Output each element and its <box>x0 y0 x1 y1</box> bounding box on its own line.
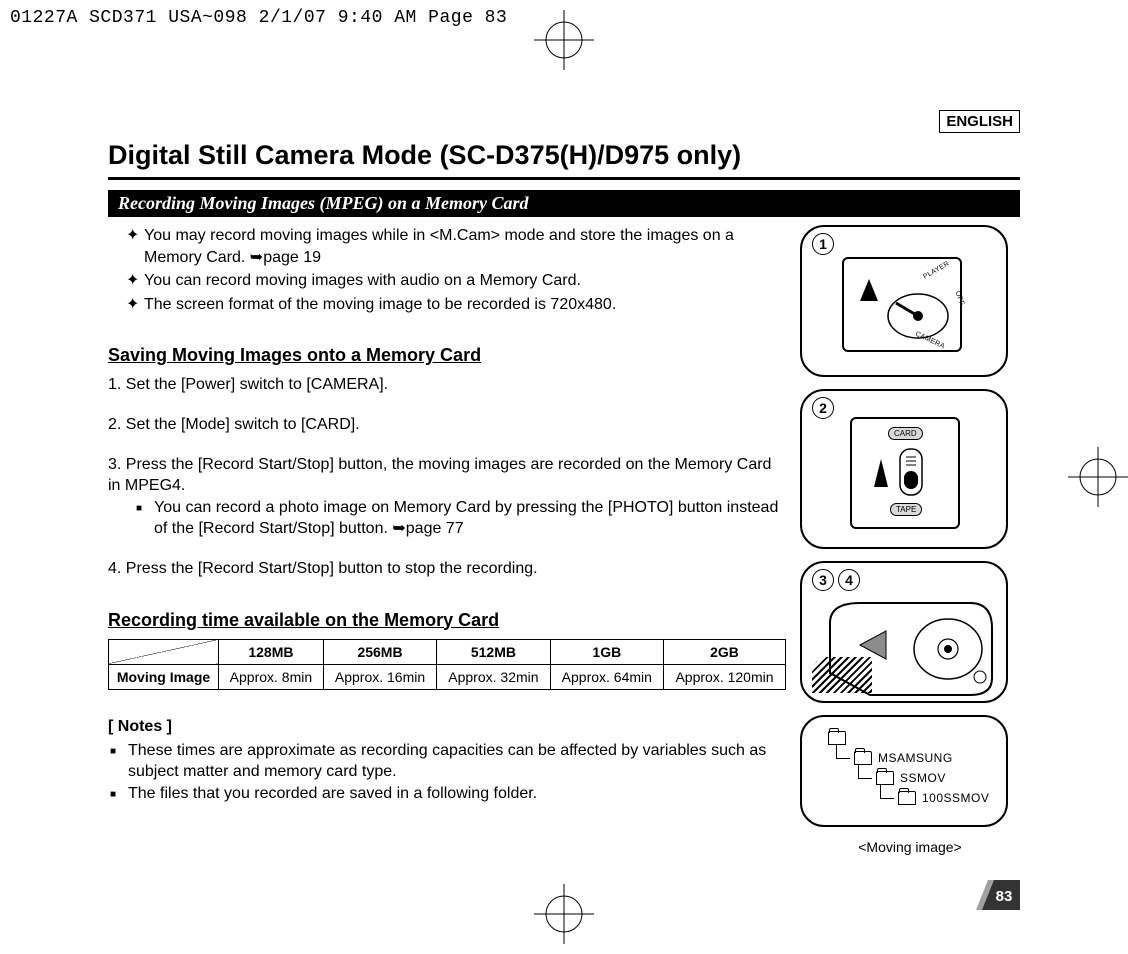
arrow-up-icon <box>860 279 878 301</box>
page-number-tab: 83 <box>976 880 1020 910</box>
notes-heading: [ Notes ] <box>108 718 786 736</box>
note-item: These times are approximate as recording… <box>108 740 786 783</box>
table-cell: Approx. 16min <box>323 664 436 689</box>
folder-label: 100SSMOV <box>922 791 989 805</box>
folder-icon <box>828 731 846 745</box>
step-3-sub: You can record a photo image on Memory C… <box>136 497 786 540</box>
table-cell: Approx. 64min <box>550 664 663 689</box>
diagram-number-1: 1 <box>812 233 834 255</box>
recording-time-table: 128MB 256MB 512MB 1GB 2GB Moving Image A… <box>108 639 786 690</box>
diagram-number-2: 2 <box>812 397 834 419</box>
title-rule <box>108 177 1020 180</box>
diagram-folder-tree: MSAMSUNG SSMOV 100SSMOV <box>800 715 1008 827</box>
crop-mark-right <box>1068 447 1128 507</box>
arrow-up-icon <box>874 459 888 487</box>
table-cell: Approx. 120min <box>664 664 786 689</box>
folder-root <box>828 731 989 745</box>
diagram-power-switch: 1 PLAYER OFF CAMERA <box>800 225 1008 377</box>
folder-icon <box>898 791 916 805</box>
right-column: 1 PLAYER OFF CAMERA 2 CARD <box>800 225 1020 855</box>
table-col-header: 512MB <box>437 639 550 664</box>
step-4: 4. Press the [Record Start/Stop] button … <box>108 558 786 580</box>
diagram-number-3: 3 <box>812 569 834 591</box>
camera-body-icon <box>820 583 1000 701</box>
table-col-header: 256MB <box>323 639 436 664</box>
table-row: Moving Image Approx. 8min Approx. 16min … <box>109 664 786 689</box>
slider-icon <box>898 447 924 497</box>
print-header-strip: 01227A SCD371 USA~098 2/1/07 9:40 AM Pag… <box>10 8 507 28</box>
subtitle-bar: Recording Moving Images (MPEG) on a Memo… <box>108 190 1020 217</box>
folder-icon <box>854 751 872 765</box>
folder-icon <box>876 771 894 785</box>
page-number: 83 <box>996 888 1013 905</box>
table-row-label: Moving Image <box>109 664 219 689</box>
intro-bullet-list: You may record moving images while in <M… <box>108 225 786 315</box>
table-col-header: 128MB <box>219 639 324 664</box>
section-heading-saving: Saving Moving Images onto a Memory Card <box>108 345 786 366</box>
diagram-number-4: 4 <box>838 569 860 591</box>
step-3-sublist: You can record a photo image on Memory C… <box>108 497 786 540</box>
note-item: The files that you recorded are saved in… <box>108 783 786 805</box>
intro-bullet: The screen format of the moving image to… <box>126 294 786 316</box>
crop-mark-top <box>534 10 594 70</box>
table-cell: Approx. 8min <box>219 664 324 689</box>
left-column: You may record moving images while in <M… <box>108 225 786 855</box>
section-heading-rectime: Recording time available on the Memory C… <box>108 610 786 631</box>
moving-image-caption: <Moving image> <box>800 839 1020 855</box>
diagram-record-button: 3 4 <box>800 561 1008 703</box>
page-title: Digital Still Camera Mode (SC-D375(H)/D9… <box>108 140 1020 171</box>
folder-label: SSMOV <box>900 771 946 785</box>
table-col-header: 1GB <box>550 639 663 664</box>
notes-list: These times are approximate as recording… <box>108 740 786 805</box>
label-tape: TAPE <box>890 503 922 516</box>
intro-bullet: You can record moving images with audio … <box>126 270 786 292</box>
label-card: CARD <box>888 427 923 440</box>
diagram-mode-switch: 2 CARD TAPE <box>800 389 1008 549</box>
intro-bullet: You may record moving images while in <M… <box>126 225 786 268</box>
page-content: ENGLISH Digital Still Camera Mode (SC-D3… <box>108 90 1020 910</box>
table-corner-cell <box>109 639 219 664</box>
table-col-header: 2GB <box>664 639 786 664</box>
language-badge: ENGLISH <box>939 110 1020 133</box>
step-1: 1. Set the [Power] switch to [CAMERA]. <box>108 374 786 396</box>
table-cell: Approx. 32min <box>437 664 550 689</box>
folder-label: MSAMSUNG <box>878 751 953 765</box>
step-3: 3. Press the [Record Start/Stop] button,… <box>108 456 771 495</box>
step-2: 2. Set the [Mode] switch to [CARD]. <box>108 414 786 436</box>
steps-block: 1. Set the [Power] switch to [CAMERA]. 2… <box>108 374 786 579</box>
table-header-row: 128MB 256MB 512MB 1GB 2GB <box>109 639 786 664</box>
